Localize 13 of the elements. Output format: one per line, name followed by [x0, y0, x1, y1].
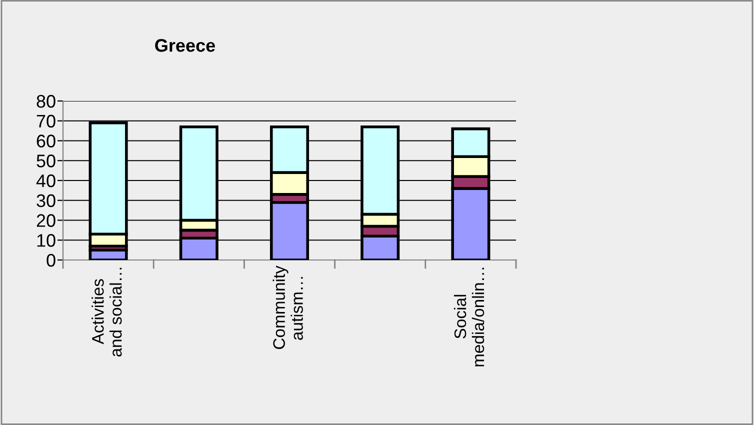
y-tick-label: 50 — [36, 154, 56, 168]
x-tick-label: Activities and social… — [92, 268, 122, 357]
y-tick-label: 0 — [46, 254, 56, 267]
y-tick-label: 10 — [37, 234, 56, 247]
y-tick-label: 70 — [36, 114, 56, 128]
chart-title: Greece — [155, 39, 216, 52]
y-tick-label: 20 — [36, 214, 56, 227]
y-tick-label: 40 — [36, 174, 56, 188]
y-tick-label: 60 — [36, 134, 56, 148]
x-tick-label: Community autism… — [272, 266, 303, 349]
y-tick-label: 80 — [36, 94, 56, 108]
y-tick-label: 30 — [36, 194, 56, 208]
x-tick-label: Social media/onlin… — [454, 268, 484, 366]
